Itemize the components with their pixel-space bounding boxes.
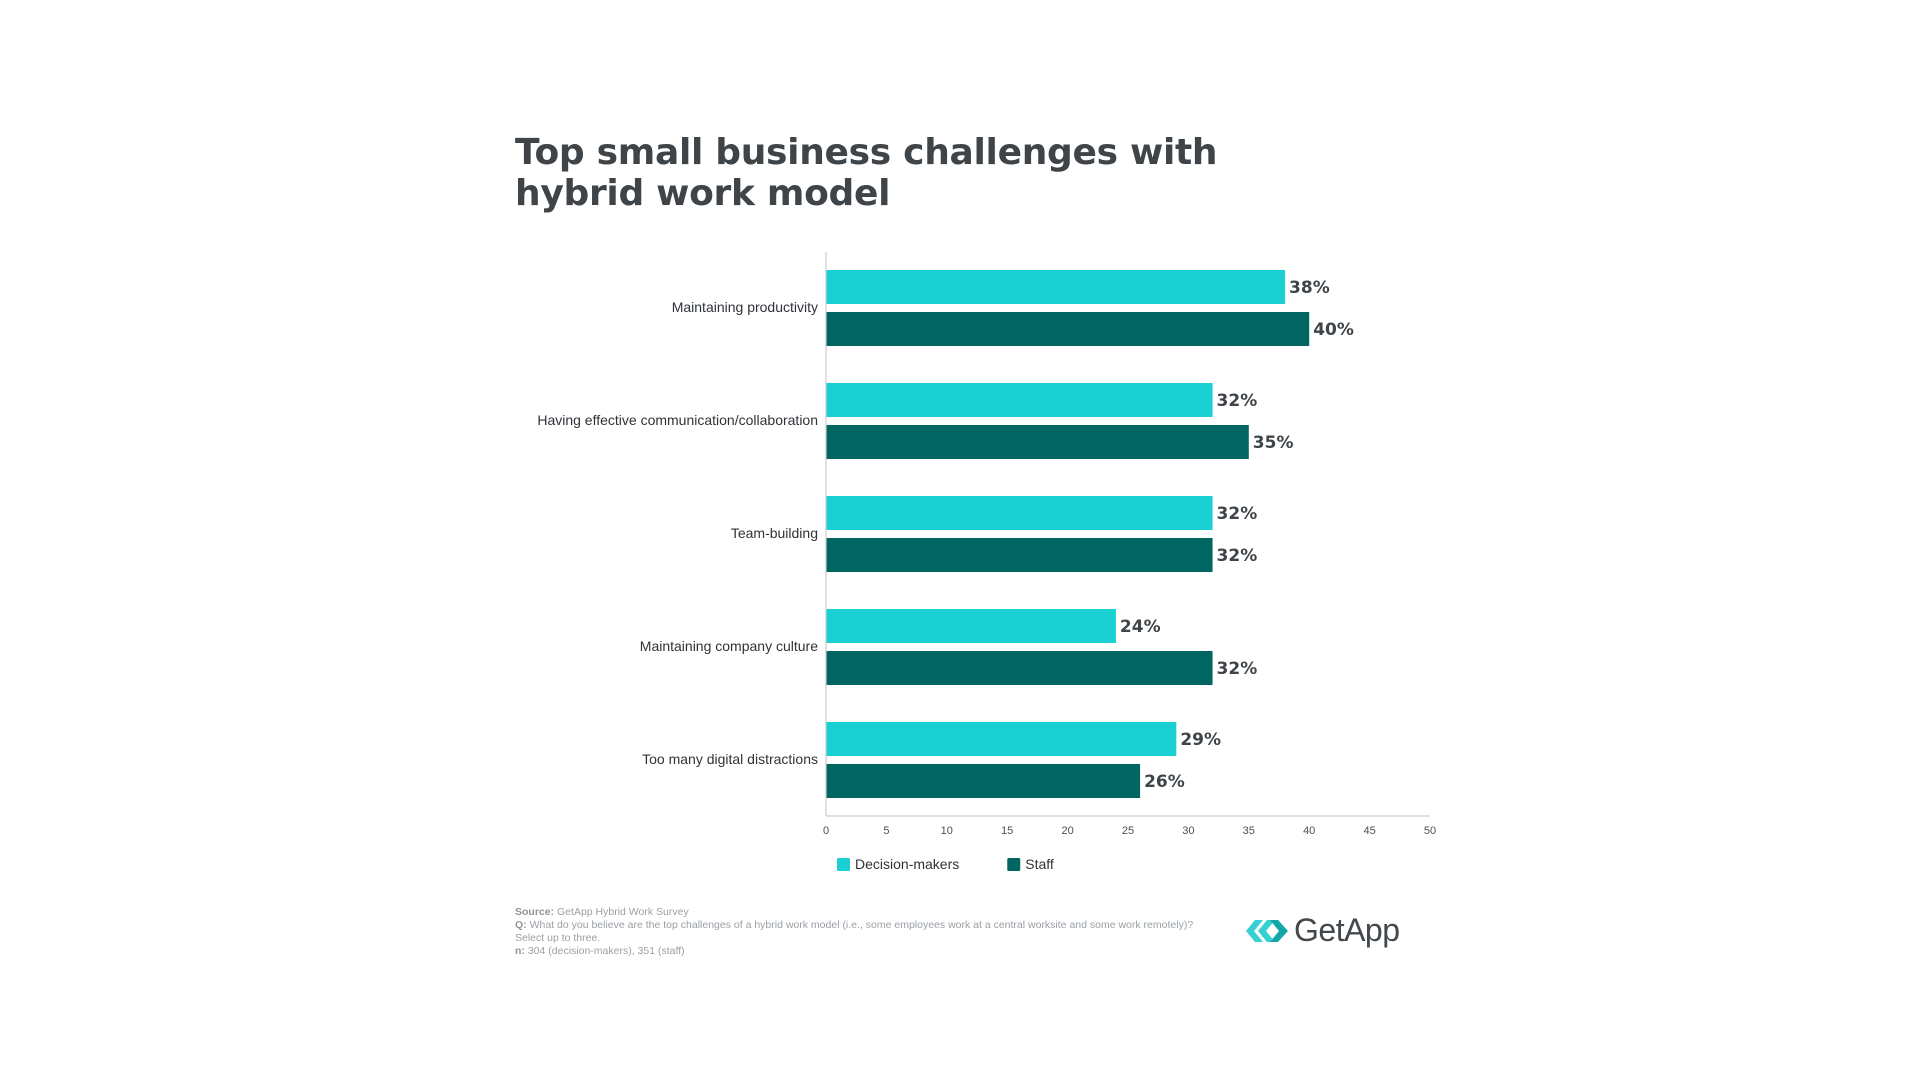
sample-size-line: n: 304 (decision-makers), 351 (staff) <box>515 945 1195 958</box>
bar-decision-makers-too-many-digital-distractions <box>826 722 1177 756</box>
category-label-having-effective-communication-collaboration: Having effective communication/collabora… <box>537 412 818 428</box>
value-label-decision-makers-too-many-digital-distractions: 29% <box>1180 730 1221 750</box>
x-tick-label-0: 0 <box>823 825 829 837</box>
bar-staff-maintaining-company-culture <box>826 651 1213 685</box>
legend-label-staff: Staff <box>1025 856 1054 872</box>
x-tick-label-50: 50 <box>1424 825 1436 837</box>
getapp-logo: GetApp <box>1244 912 1400 949</box>
question-line: Q: What do you believe are the top chall… <box>515 919 1195 945</box>
source-line: Source: GetApp Hybrid Work Survey <box>515 906 1195 919</box>
value-label-staff-maintaining-productivity: 40% <box>1313 320 1354 340</box>
labels-layer: Maintaining productivity 38% 40% Having eff… <box>537 278 1354 792</box>
value-label-decision-makers-maintaining-productivity: 38% <box>1289 278 1330 298</box>
category-label-too-many-digital-distractions: Too many digital distractions <box>642 751 818 767</box>
value-label-decision-makers-maintaining-company-culture: 24% <box>1120 617 1161 637</box>
x-tick-label-30: 30 <box>1182 825 1194 837</box>
legend-swatch-decision-makers <box>837 858 850 871</box>
x-tick-label-45: 45 <box>1363 825 1375 837</box>
category-label-maintaining-productivity: Maintaining productivity <box>672 299 818 315</box>
bars-layer <box>826 270 1310 798</box>
value-label-decision-makers-team-building: 32% <box>1217 504 1258 524</box>
bar-staff-maintaining-productivity <box>826 312 1310 346</box>
x-tick-label-40: 40 <box>1303 825 1315 837</box>
bar-decision-makers-maintaining-productivity <box>826 270 1286 304</box>
category-label-team-building: Team-building <box>731 525 818 541</box>
value-label-staff-team-building: 32% <box>1217 546 1258 566</box>
x-tick-label-15: 15 <box>1001 825 1013 837</box>
legend-swatch-staff <box>1007 858 1021 871</box>
value-label-staff-maintaining-company-culture: 32% <box>1217 659 1258 679</box>
legend-layer: Decision-makers Staff <box>837 856 1054 872</box>
bar-decision-makers-team-building <box>826 496 1213 530</box>
bar-staff-having-effective-communication-collaboration <box>826 425 1249 459</box>
x-tick-label-20: 20 <box>1061 825 1073 837</box>
footnote: Source: GetApp Hybrid Work Survey Q: Wha… <box>515 906 1195 958</box>
bar-staff-too-many-digital-distractions <box>826 764 1141 798</box>
source-text: GetApp Hybrid Work Survey <box>557 906 689 918</box>
legend-label-decision-makers: Decision-makers <box>855 856 959 872</box>
axis-layer: 0 5 10 15 20 25 30 35 40 45 50 <box>823 252 1436 837</box>
bar-staff-team-building <box>826 538 1213 572</box>
sample-size-text: 304 (decision-makers), 351 (staff) <box>527 945 685 957</box>
x-tick-label-5: 5 <box>883 825 889 837</box>
category-label-maintaining-company-culture: Maintaining company culture <box>640 638 818 654</box>
source-label: Source: <box>515 906 555 918</box>
chart-title: Top small business challenges with hybri… <box>515 132 1218 214</box>
question-label: Q: <box>515 919 527 931</box>
x-tick-label-10: 10 <box>941 825 953 837</box>
value-label-decision-makers-having-effective-communication-collaboration: 32% <box>1217 391 1258 411</box>
sample-size-label: n: <box>515 945 525 957</box>
value-label-staff-having-effective-communication-collaboration: 35% <box>1253 433 1294 453</box>
x-tick-label-35: 35 <box>1243 825 1255 837</box>
value-label-staff-too-many-digital-distractions: 26% <box>1144 772 1185 792</box>
x-tick-label-25: 25 <box>1122 825 1134 837</box>
bar-decision-makers-maintaining-company-culture <box>826 609 1116 643</box>
logo-text: GetApp <box>1294 912 1400 948</box>
bar-decision-makers-having-effective-communication-collaboration <box>826 383 1213 417</box>
question-text: What do you believe are the top challeng… <box>515 919 1194 944</box>
getapp-chevrons-icon <box>1246 919 1288 942</box>
